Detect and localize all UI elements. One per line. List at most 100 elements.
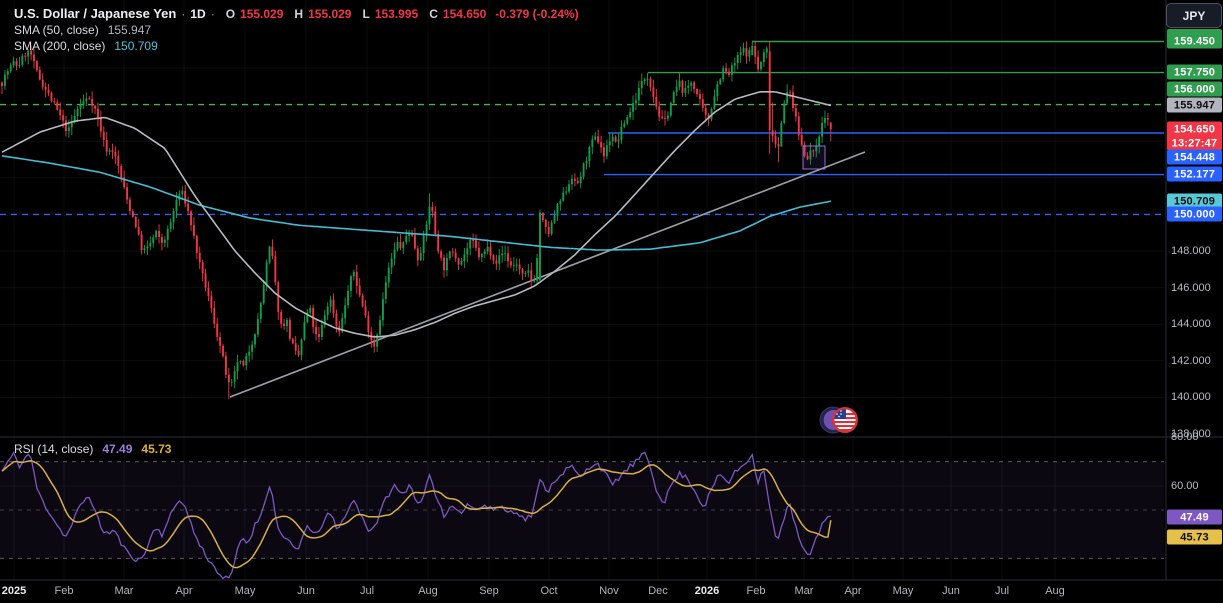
time-label-Jun[interactable]: Jun bbox=[942, 585, 960, 597]
candle-up bbox=[254, 334, 256, 345]
candle-down bbox=[274, 256, 277, 283]
rsi-line[interactable] bbox=[1, 451, 831, 580]
candle-down bbox=[288, 319, 291, 339]
candle-up bbox=[256, 318, 259, 335]
candle-down bbox=[99, 118, 102, 132]
candle-down bbox=[789, 91, 792, 93]
candle-down bbox=[745, 48, 748, 57]
time-label-Jul[interactable]: Jul bbox=[994, 585, 1010, 597]
candle-up bbox=[387, 267, 390, 283]
candle-down bbox=[123, 177, 126, 188]
candle-down bbox=[126, 187, 128, 200]
candle-down bbox=[44, 86, 47, 90]
candle-down bbox=[187, 203, 190, 212]
time-label-Apr[interactable]: Apr bbox=[844, 585, 862, 597]
candle-down bbox=[242, 361, 245, 366]
candle-up bbox=[265, 262, 268, 285]
candle-down bbox=[661, 116, 664, 119]
candle-down bbox=[216, 323, 219, 337]
candle-down bbox=[794, 108, 797, 117]
price-badge: 150.709 bbox=[1167, 193, 1222, 209]
time-label-Jul[interactable]: Jul bbox=[359, 585, 375, 597]
candle-down bbox=[451, 251, 454, 253]
candle-up bbox=[320, 325, 323, 337]
candle-up bbox=[640, 81, 643, 88]
time-label-Aug[interactable]: Aug bbox=[1045, 585, 1065, 597]
candle-up bbox=[82, 101, 85, 105]
low-value: 153.995 bbox=[374, 7, 419, 21]
time-label-May[interactable]: May bbox=[892, 585, 914, 597]
time-label-Feb[interactable]: Feb bbox=[746, 585, 766, 597]
candle-down bbox=[355, 271, 358, 286]
candle-down bbox=[806, 155, 809, 160]
price-levels[interactable] bbox=[0, 40, 1164, 216]
sma50-line[interactable] bbox=[1, 91, 832, 338]
symbol-title[interactable]: U.S. Dollar / Japanese Yen bbox=[14, 6, 177, 21]
timeframe-label[interactable]: 1D bbox=[190, 7, 206, 21]
time-label-May[interactable]: May bbox=[234, 585, 256, 597]
candle-up bbox=[730, 65, 733, 76]
time-label-Sep[interactable]: Sep bbox=[479, 585, 499, 597]
candle-down bbox=[56, 102, 59, 110]
candle-down bbox=[454, 252, 457, 259]
candle-down bbox=[192, 225, 195, 236]
last-price: 154.650 bbox=[1173, 123, 1216, 135]
candle-up bbox=[786, 91, 789, 104]
time-label-Mar[interactable]: Mar bbox=[794, 585, 814, 597]
sma200-row[interactable]: SMA (200, close) 150.709 bbox=[14, 39, 158, 53]
rsi-signal-line[interactable] bbox=[1, 460, 832, 569]
candle-up bbox=[448, 251, 451, 259]
currency-jpy-button[interactable]: JPY bbox=[1166, 3, 1222, 28]
time-label-2025[interactable]: 2025 bbox=[1, 585, 27, 597]
trendline[interactable] bbox=[229, 151, 866, 398]
candle-down bbox=[475, 240, 477, 248]
candle-up bbox=[169, 222, 172, 229]
time-label-Jun[interactable]: Jun bbox=[297, 585, 315, 597]
candle-up bbox=[815, 145, 818, 152]
candle-up bbox=[384, 282, 387, 299]
candle-up bbox=[344, 305, 347, 319]
time-label-2026[interactable]: 2026 bbox=[694, 585, 720, 597]
candle-up bbox=[608, 141, 611, 146]
candle-up bbox=[181, 190, 184, 195]
candle-up bbox=[379, 320, 381, 335]
price-badge: 157.750 bbox=[1167, 64, 1222, 80]
candle-up bbox=[605, 145, 608, 157]
candle-up bbox=[390, 258, 393, 268]
candle-up bbox=[326, 306, 329, 316]
candle-up bbox=[483, 251, 486, 254]
candle-up bbox=[710, 108, 713, 120]
candle-up bbox=[396, 242, 399, 250]
candle-down bbox=[160, 237, 163, 243]
candle-up bbox=[341, 318, 344, 332]
time-label-Feb[interactable]: Feb bbox=[54, 585, 74, 597]
price-badge: 152.177 bbox=[1167, 166, 1222, 182]
time-label-Aug[interactable]: Aug bbox=[418, 585, 438, 597]
candle-up bbox=[152, 237, 155, 243]
sma200-line[interactable] bbox=[1, 155, 832, 251]
time-label-Oct[interactable]: Oct bbox=[540, 585, 558, 597]
candle-up bbox=[594, 136, 597, 140]
sma50-row[interactable]: SMA (50, close) 155.947 bbox=[14, 23, 151, 37]
bar-countdown: 13:27:47 bbox=[1171, 137, 1218, 149]
candle-up bbox=[553, 215, 556, 223]
candle-down bbox=[114, 151, 117, 157]
candle-down bbox=[140, 234, 143, 250]
time-label-Mar[interactable]: Mar bbox=[114, 585, 134, 597]
candle-down bbox=[754, 46, 757, 57]
candle-down bbox=[541, 212, 544, 220]
candle-down bbox=[91, 99, 94, 106]
highlight-box[interactable] bbox=[802, 145, 826, 170]
time-label-Dec[interactable]: Dec bbox=[648, 585, 668, 597]
candle-down bbox=[364, 306, 367, 316]
candle-down bbox=[137, 227, 140, 235]
rsi-header-row[interactable]: RSI (14, close) 47.49 45.73 bbox=[14, 442, 171, 456]
time-label-Apr[interactable]: Apr bbox=[175, 585, 193, 597]
candle-down bbox=[134, 216, 137, 227]
candle-down bbox=[318, 334, 320, 337]
sma200-label: SMA (200, close) bbox=[14, 39, 106, 53]
candlestick-series bbox=[1, 41, 832, 400]
candle-down bbox=[457, 258, 460, 265]
time-label-Nov[interactable]: Nov bbox=[599, 585, 619, 597]
